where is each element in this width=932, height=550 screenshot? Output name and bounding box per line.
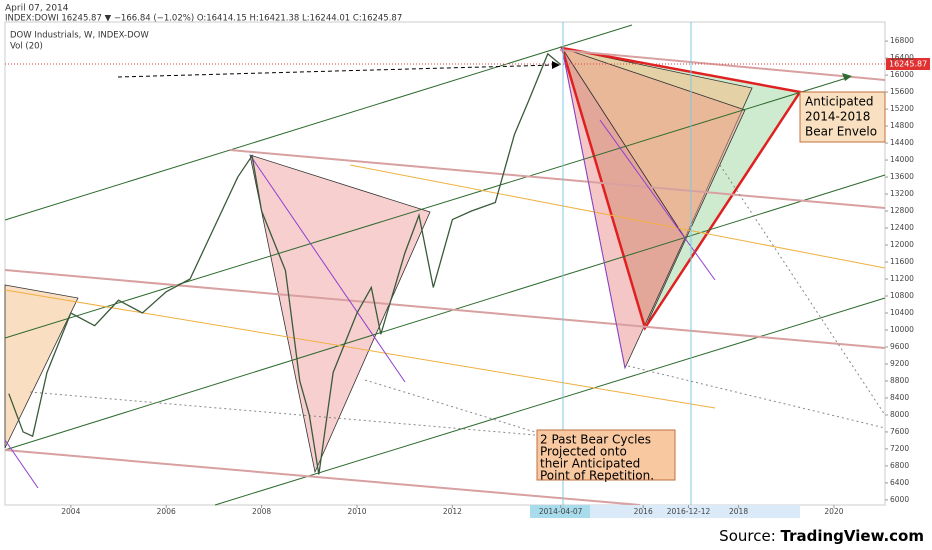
y-tick-label: 7600 — [890, 427, 909, 436]
y-tick-label: 10000 — [890, 325, 914, 334]
y-tick-label: 6400 — [890, 478, 909, 487]
x-tick-label: 2014-04-07 — [539, 507, 583, 516]
source-prefix: Source: — [719, 527, 780, 545]
price-line — [8, 52, 562, 475]
drawings — [4, 22, 886, 518]
y-tick-label: 8000 — [890, 410, 909, 419]
annotation: 2014-2018 — [805, 110, 870, 124]
y-tick-label: 12800 — [890, 206, 914, 215]
source: Source: TradingView.com — [719, 527, 924, 545]
x-tick-label: 2016 — [634, 507, 653, 516]
price-box — [886, 58, 930, 70]
date: April 07, 2014 — [5, 4, 69, 14]
x-tick-label: 2006 — [157, 507, 176, 516]
subtitle: Vol (20) — [10, 42, 43, 52]
x-tick-label: 2010 — [347, 507, 366, 516]
header: INDEX:DOWI 16245.87 ▼ −166.84 (−1.02%) O… — [5, 14, 402, 24]
source-site: TradingView.com — [781, 527, 924, 545]
x-tick-label: 2004 — [61, 507, 80, 516]
y-tick-label: 6000 — [890, 495, 909, 504]
y-tick-label: 11200 — [890, 274, 914, 283]
price-label: 16245.87 — [889, 60, 927, 69]
annotation: 2 Past Bear Cycles — [540, 433, 651, 447]
y-tick-label: 14000 — [890, 155, 914, 164]
y-tick-label: 6800 — [890, 461, 909, 470]
y-tick-label: 13600 — [890, 172, 914, 181]
y-tick-label: 12400 — [890, 223, 914, 232]
y-tick-label: 15600 — [890, 87, 914, 96]
annotation: their Anticipated — [540, 457, 640, 471]
y-tick-label: 7200 — [890, 444, 909, 453]
y-tick-label: 16400 — [890, 53, 914, 62]
y-tick-label: 10800 — [890, 291, 914, 300]
annotation: Anticipated — [805, 95, 873, 109]
chart-title: DOW Industrials, W, INDEX-DOW — [10, 31, 149, 41]
y-tick-label: 16800 — [890, 36, 914, 45]
annotation: Point of Repetition. — [540, 469, 654, 483]
y-tick-label: 13200 — [890, 189, 914, 198]
x-tick-label: 2012 — [443, 507, 462, 516]
y-tick-label: 9200 — [890, 359, 909, 368]
y-tick-label: 10400 — [890, 308, 914, 317]
x-tick-label: 2016-12-12 — [667, 507, 711, 516]
annotation: Bear Envelo — [805, 125, 877, 139]
y-tick-label: 8400 — [890, 393, 909, 402]
y-tick-label: 12000 — [890, 240, 914, 249]
y-tick-label: 9600 — [890, 342, 909, 351]
y-tick-label: 14800 — [890, 121, 914, 130]
y-tick-label: 16000 — [890, 70, 914, 79]
x-tick-label: 2008 — [252, 507, 271, 516]
annotation: Projected onto — [540, 445, 627, 459]
x-tick-label: 2018 — [729, 507, 748, 516]
x-tick-label: 2020 — [824, 507, 843, 516]
y-tick-label: 11600 — [890, 257, 914, 266]
y-tick-label: 15200 — [890, 104, 914, 113]
y-tick-label: 8800 — [890, 376, 909, 385]
y-tick-label: 14400 — [890, 138, 914, 147]
